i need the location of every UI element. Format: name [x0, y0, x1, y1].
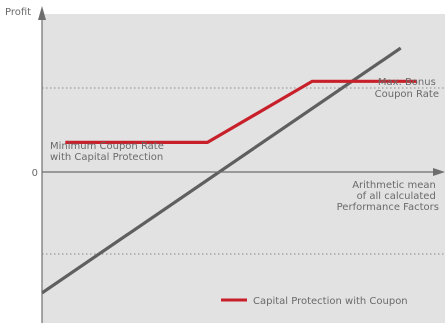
x-axis-label: Arithmetic mean of all calculated Perfor… — [337, 180, 439, 213]
x-axis-label-line-1: Arithmetic mean — [352, 180, 436, 191]
max-bonus-label: Max. Bonus Coupon Rate — [375, 77, 439, 100]
legend-label: Capital Protection with Coupon — [253, 296, 408, 307]
x-axis-label-line-2: of all calculated — [357, 191, 436, 202]
zero-tick-label: 0 — [32, 168, 38, 179]
capital-protection-coupon-line — [65, 79, 417, 144]
x-axis-arrow — [433, 168, 445, 176]
max-bonus-label-line-1: Max. Bonus — [378, 77, 436, 88]
x-axis-label-line-3: Performance Factors — [337, 202, 439, 213]
y-axis-label: Profit — [5, 7, 31, 18]
y-axis-arrow — [38, 6, 46, 20]
legend: Capital Protection with Coupon — [221, 296, 408, 307]
underlying-performance-line — [41, 46, 402, 295]
min-coupon-label-line-2: with Capital Protection — [50, 152, 163, 163]
min-coupon-label-line-1: Minimum Coupon Rate — [50, 141, 164, 152]
min-coupon-label: Minimum Coupon Rate with Capital Protect… — [50, 141, 167, 163]
series-layer — [41, 46, 417, 295]
max-bonus-label-line-2: Coupon Rate — [375, 89, 439, 100]
